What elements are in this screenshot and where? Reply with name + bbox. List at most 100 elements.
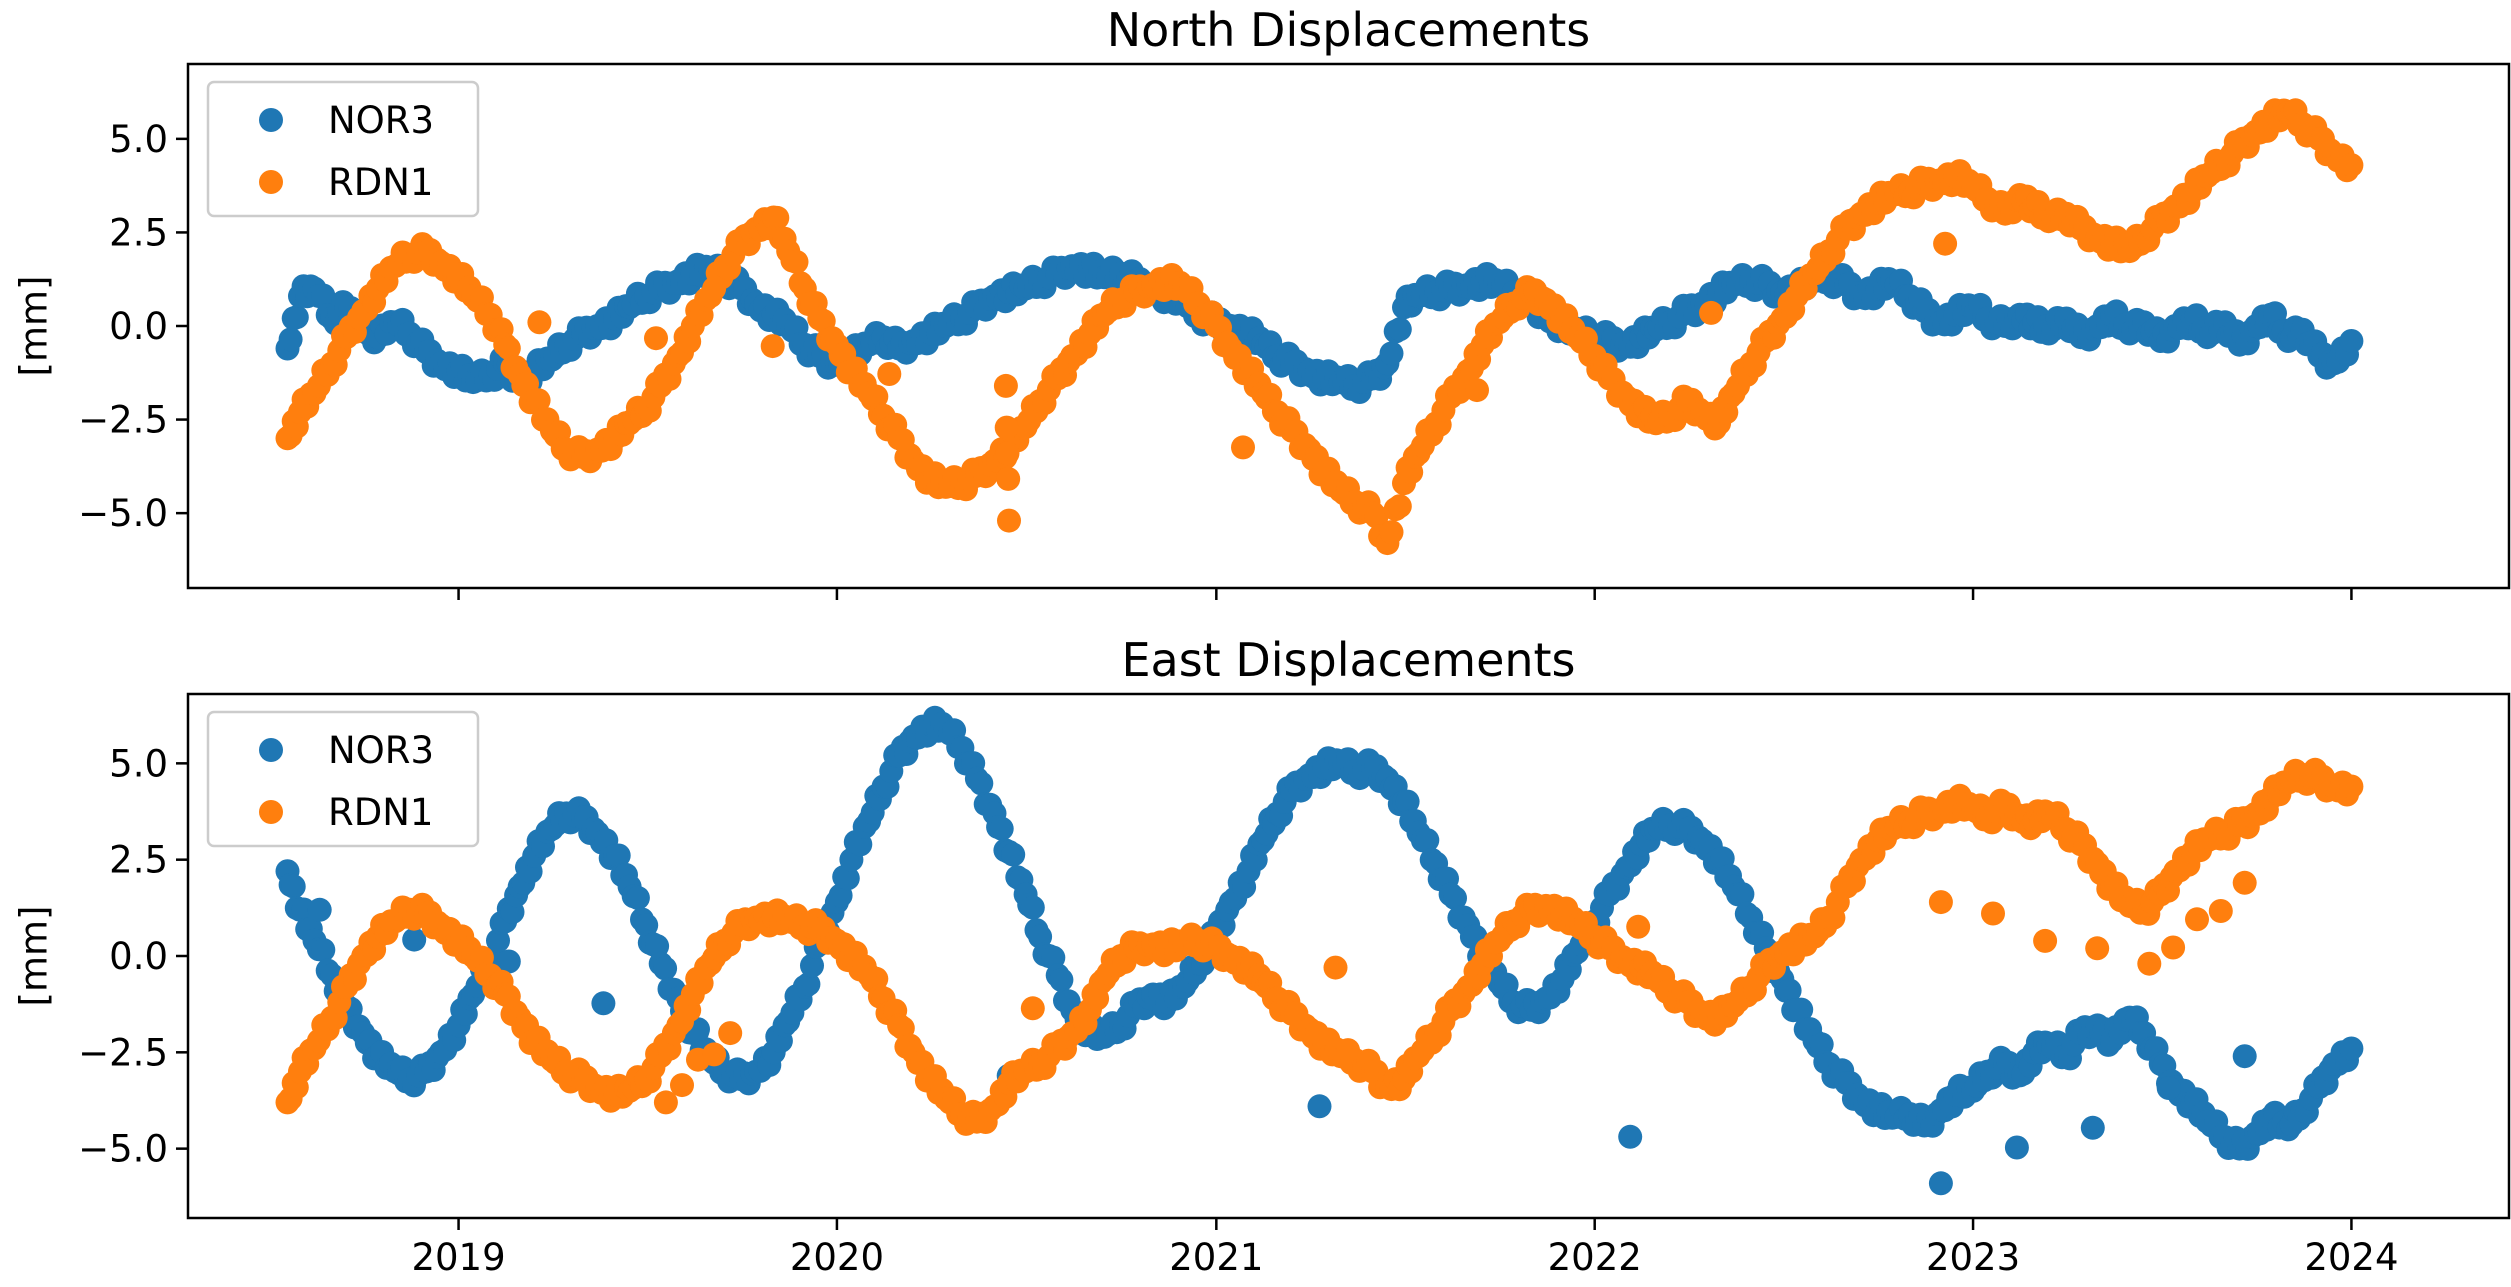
east-x-tick-label: 2021 bbox=[1169, 1236, 1263, 1279]
north-legend-nor3-label: NOR3 bbox=[328, 99, 434, 142]
east-rdn1-point bbox=[1626, 914, 1651, 939]
east-rdn1-point bbox=[864, 966, 889, 991]
north-rdn1-point bbox=[765, 205, 790, 230]
north-legend: NOR3 RDN1 bbox=[206, 80, 480, 218]
north-rdn1-point bbox=[1231, 435, 1255, 460]
east-nor3-point bbox=[1443, 886, 1467, 911]
east-nor3-point bbox=[796, 972, 821, 997]
north-displacements-panel: −5.0 −2.5 0.0 2.5 5.0 North Displacements [m… bbox=[13, 3, 2511, 600]
east-nor3-point bbox=[1809, 1032, 1834, 1057]
east-rdn1-point bbox=[1981, 901, 2005, 926]
east-nor3-point bbox=[1618, 1124, 1643, 1149]
north-rdn1-point bbox=[996, 466, 1021, 491]
east-nor3-point bbox=[2004, 1135, 2029, 1160]
east-rdn1-point bbox=[2085, 936, 2110, 961]
east-nor3-point bbox=[1001, 842, 1026, 867]
east-x-tick-label: 2022 bbox=[1548, 1236, 1642, 1279]
east-rdn1-point bbox=[2137, 951, 2162, 976]
east-x-tick-label: 2023 bbox=[1926, 1236, 2020, 1279]
north-nor3-point bbox=[311, 283, 336, 308]
north-y-tick-label: −5.0 bbox=[78, 492, 168, 535]
east-chart-title: East Displacements bbox=[1121, 633, 1575, 687]
north-legend-rdn1-label: RDN1 bbox=[328, 161, 433, 204]
east-y-tick-label: −2.5 bbox=[78, 1031, 168, 1074]
north-y-tick-label: −2.5 bbox=[78, 399, 168, 442]
east-nor3-point bbox=[1020, 895, 1045, 920]
north-legend-nor3-marker bbox=[259, 108, 283, 132]
east-nor3-point bbox=[1415, 828, 1440, 853]
north-nor3-point bbox=[2339, 329, 2364, 353]
east-nor3-point bbox=[1928, 1171, 1953, 1196]
north-rdn1-point bbox=[1699, 300, 1724, 325]
north-rdn1-point bbox=[1379, 520, 1404, 545]
east-nor3-point bbox=[2339, 1036, 2364, 1061]
east-nor3-point bbox=[2156, 1076, 2181, 1100]
north-rdn1-point bbox=[527, 310, 552, 335]
east-rdn1-point bbox=[1020, 996, 1045, 1021]
east-rdn1-point bbox=[2185, 907, 2209, 932]
east-nor3-point bbox=[835, 866, 860, 891]
north-y-tick-label: 2.5 bbox=[109, 211, 168, 254]
east-nor3-point bbox=[625, 885, 650, 910]
east-legend-rdn1-label: RDN1 bbox=[328, 791, 433, 834]
north-nor3-point bbox=[284, 305, 309, 330]
east-legend-nor3-marker bbox=[259, 738, 283, 762]
east-x-tick-label: 2019 bbox=[411, 1236, 505, 1279]
north-data-points bbox=[275, 98, 2364, 556]
north-y-tick-label: 5.0 bbox=[109, 118, 168, 161]
east-displacements-panel: −5.0−2.50.02.55.0 2019 2020 2021 2022 2023 20… bbox=[13, 633, 2511, 1279]
east-y-axis-label: [mm] bbox=[13, 906, 56, 1007]
north-y-axis-label: [mm] bbox=[13, 276, 56, 377]
north-rdn1-point bbox=[760, 334, 785, 359]
east-nor3-point bbox=[606, 843, 631, 868]
east-y-axis-ticks: −5.0 −2.5 0.0 2.5 5.0 bbox=[78, 742, 188, 1171]
north-rdn1-point bbox=[1387, 494, 1412, 519]
east-rdn1-point bbox=[2339, 774, 2364, 799]
east-nor3-point bbox=[1730, 882, 1755, 907]
north-rdn1-point bbox=[1364, 504, 1389, 529]
east-nor3-point bbox=[311, 937, 336, 962]
east-nor3-point bbox=[1789, 997, 1814, 1022]
north-legend-rdn1-marker bbox=[259, 170, 283, 194]
north-rdn1-point bbox=[877, 362, 902, 386]
east-nor3-point bbox=[496, 949, 521, 974]
east-y-tick-label: 2.5 bbox=[109, 839, 168, 882]
north-rdn1-point bbox=[2339, 153, 2364, 178]
east-rdn1-point bbox=[1928, 890, 1953, 915]
north-rdn1-point bbox=[994, 415, 1019, 440]
east-x-axis-ticks: 2019 2020 2021 2022 2023 2024 bbox=[411, 1218, 2399, 1279]
east-legend-rdn1-marker bbox=[259, 800, 283, 824]
east-rdn1-point bbox=[2232, 870, 2257, 895]
east-rdn1-point bbox=[653, 1090, 678, 1115]
north-rdn1-point bbox=[1933, 231, 1958, 256]
north-rdn1-point bbox=[496, 336, 521, 361]
east-nor3-point bbox=[402, 927, 427, 952]
north-rdn1-point bbox=[784, 249, 809, 274]
east-legend-nor3-label: NOR3 bbox=[328, 729, 434, 772]
north-rdn1-point bbox=[526, 388, 551, 413]
north-x-axis-ticks bbox=[457, 588, 2353, 600]
north-y-tick-label: 0.0 bbox=[109, 305, 168, 348]
north-rdn1-point bbox=[993, 373, 1018, 398]
east-nor3-point bbox=[2080, 1115, 2105, 1140]
east-nor3-point bbox=[1395, 789, 1420, 814]
north-chart-title: North Displacements bbox=[1107, 3, 1590, 57]
east-y-tick-label: 5.0 bbox=[109, 742, 168, 785]
east-x-tick-label: 2020 bbox=[790, 1236, 884, 1279]
east-nor3-point bbox=[2232, 1044, 2257, 1069]
north-rdn1-point bbox=[997, 508, 1021, 533]
east-legend: NOR3 RDN1 bbox=[206, 710, 480, 848]
east-nor3-point bbox=[281, 874, 306, 899]
east-nor3-point bbox=[1307, 1094, 1332, 1119]
east-y-tick-label: 0.0 bbox=[109, 935, 168, 978]
north-nor3-point bbox=[278, 327, 303, 352]
east-rdn1-point bbox=[1323, 955, 1348, 980]
north-y-axis-ticks: −5.0 −2.5 0.0 2.5 5.0 bbox=[78, 118, 188, 535]
north-rdn1-point bbox=[1465, 378, 1489, 403]
east-rdn1-point bbox=[670, 1073, 694, 1098]
east-rdn1-point bbox=[718, 1021, 743, 1046]
north-rdn1-point bbox=[995, 441, 1020, 466]
east-nor3-point bbox=[989, 816, 1014, 841]
east-nor3-point bbox=[800, 953, 824, 978]
